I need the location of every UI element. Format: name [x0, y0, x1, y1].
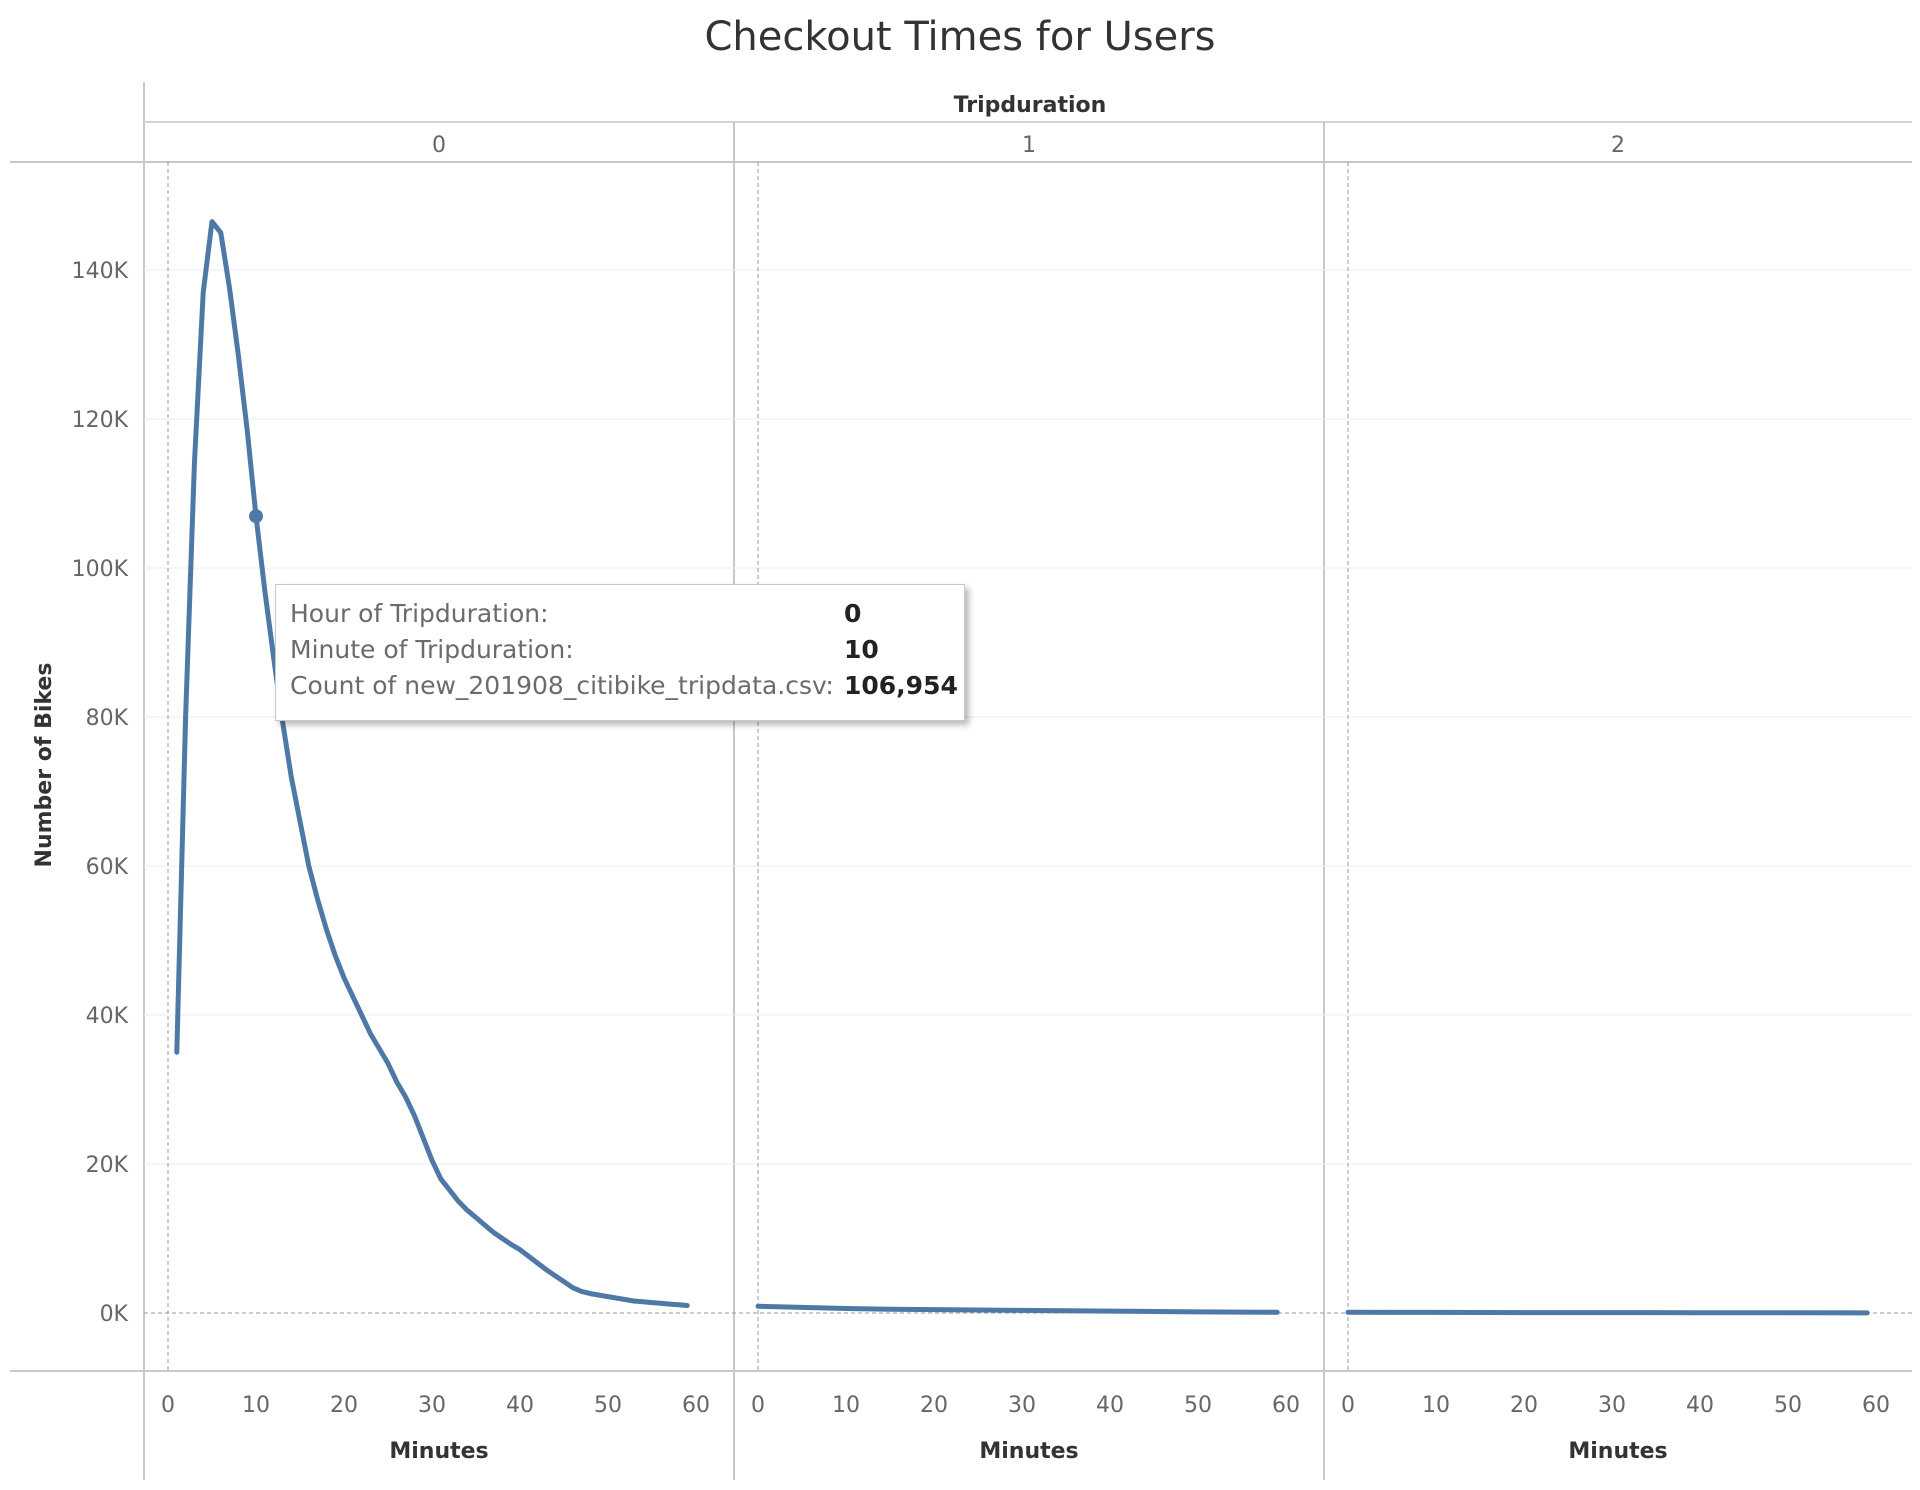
y-axis-title: Number of Bikes [32, 663, 57, 868]
tooltip-value-hour: 0 [844, 599, 862, 628]
tooltip-label-count: Count of new_201908_citibike_tripdata.cs… [290, 671, 834, 700]
pane-header-0: 0 [432, 133, 446, 158]
x-tick-label: 40 [1686, 1393, 1714, 1418]
x-tick-label: 30 [1598, 1393, 1626, 1418]
series-line-hour-1 [755, 1303, 1280, 1315]
x-tick-label: 0 [751, 1393, 765, 1418]
x-tick-label: 30 [418, 1393, 446, 1418]
x-tick-label: 60 [1862, 1393, 1890, 1418]
x-tick-label: 60 [1272, 1393, 1300, 1418]
x-tick-label: 50 [594, 1393, 622, 1418]
pane-header-2: 2 [1611, 133, 1625, 158]
y-tick-label: 0K [100, 1302, 129, 1327]
series-line-hour-2 [1345, 1309, 1870, 1316]
x-tick-label: 50 [1774, 1393, 1802, 1418]
x-tick-label: 40 [1096, 1393, 1124, 1418]
x-tick-label: 0 [161, 1393, 175, 1418]
x-tick-label: 20 [920, 1393, 948, 1418]
x-tick-label: 60 [682, 1393, 710, 1418]
tooltip-value-count: 106,954 [844, 671, 958, 700]
x-tick-label: 50 [1184, 1393, 1212, 1418]
chart-frame [10, 82, 1912, 1480]
y-tick-label: 100K [72, 557, 129, 582]
x-tick-label: 20 [1510, 1393, 1538, 1418]
x-tick-label: 10 [242, 1393, 270, 1418]
gridlines [144, 162, 1912, 1371]
y-tick-label: 120K [72, 408, 129, 433]
x-tick-label: 10 [1422, 1393, 1450, 1418]
series-lines [174, 219, 1870, 1316]
column-header: Tripduration [954, 93, 1107, 118]
x-axis-title-0: Minutes [389, 1439, 488, 1464]
x-tick-label: 20 [330, 1393, 358, 1418]
y-tick-label: 80K [86, 706, 129, 731]
chart-title: Checkout Times for Users [704, 14, 1215, 60]
tooltip: Hour of Tripduration: 0 Minute of Tripdu… [275, 584, 965, 721]
x-tick-label: 30 [1008, 1393, 1036, 1418]
pane-header-1: 1 [1022, 133, 1036, 158]
x-axis-title-2: Minutes [1568, 1439, 1667, 1464]
x-tick-label: 10 [832, 1393, 860, 1418]
y-tick-label: 140K [72, 259, 129, 284]
y-tick-label: 40K [86, 1004, 129, 1029]
tooltip-label-minute: Minute of Tripduration: [290, 635, 574, 664]
highlighted-point [249, 509, 263, 524]
tooltip-label-hour: Hour of Tripduration: [290, 599, 549, 628]
y-tick-label: 60K [86, 855, 129, 880]
tooltip-value-minute: 10 [844, 635, 879, 664]
y-tick-label: 20K [86, 1153, 129, 1178]
x-tick-label: 0 [1341, 1393, 1355, 1418]
series-line-hour-0 [174, 219, 690, 1308]
x-axis-title-1: Minutes [979, 1439, 1078, 1464]
x-tick-label: 40 [506, 1393, 534, 1418]
